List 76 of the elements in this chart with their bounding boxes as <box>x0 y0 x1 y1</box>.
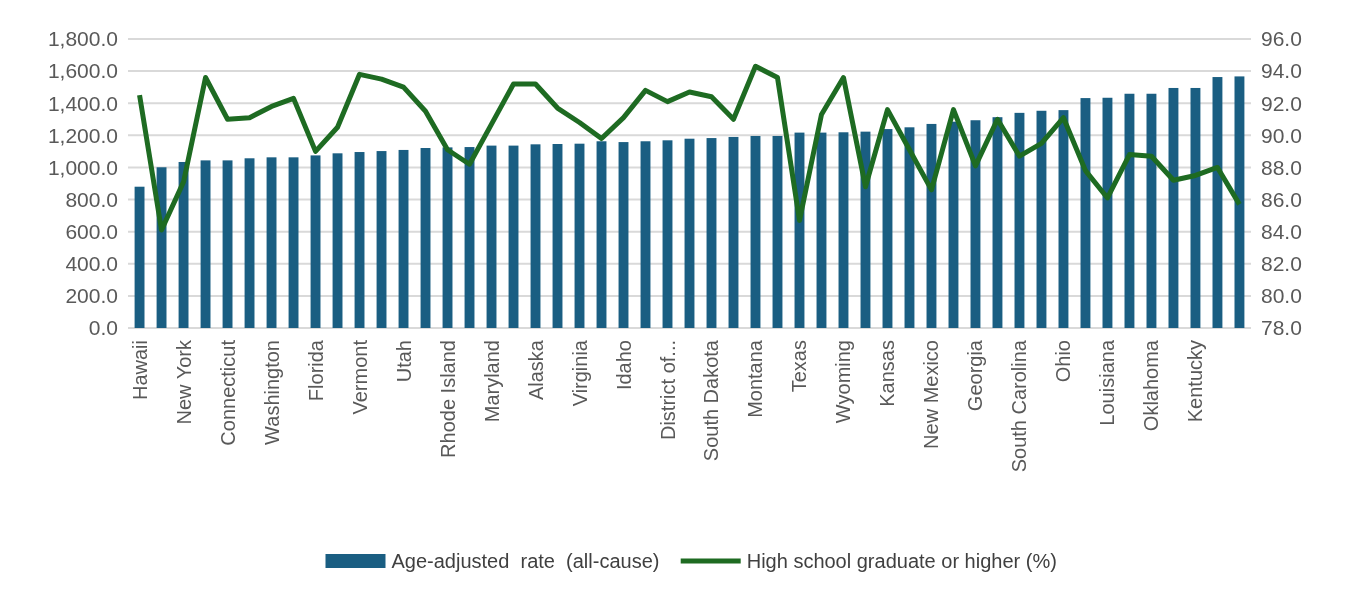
x-tick-label: Connecticut <box>216 339 239 446</box>
bar <box>684 138 695 328</box>
y2-tick-label: 80.0 <box>1261 284 1302 308</box>
bar <box>662 140 673 328</box>
bar <box>618 142 629 328</box>
bar <box>574 143 585 328</box>
bar <box>882 129 893 328</box>
x-tick-label: New York <box>172 339 195 425</box>
bar <box>376 151 387 328</box>
x-tick-label: Maryland <box>480 340 503 423</box>
x-tick-label: Georgia <box>964 339 987 412</box>
y-tick-label: 0.0 <box>88 316 118 340</box>
y-tick-label: 1,600.0 <box>47 59 118 83</box>
y2-tick-label: 96.0 <box>1261 27 1302 51</box>
bar <box>486 145 497 328</box>
x-tick-label: Wyoming <box>832 340 855 424</box>
bar <box>310 155 321 328</box>
bar <box>508 145 519 328</box>
x-tick-label: Florida <box>304 339 327 402</box>
bar <box>772 135 783 328</box>
x-tick-label: Washington <box>260 340 283 445</box>
bar <box>332 153 343 328</box>
bar <box>816 132 827 328</box>
y-tick-label: 1,200.0 <box>47 123 118 147</box>
bar <box>750 135 761 328</box>
y2-tick-label: 82.0 <box>1261 252 1302 276</box>
y-tick-label: 400.0 <box>65 252 118 276</box>
y-tick-label: 200.0 <box>65 284 118 308</box>
y2-tick-label: 88.0 <box>1261 155 1302 179</box>
bar <box>596 141 607 328</box>
x-tick-label: Montana <box>744 339 767 418</box>
bar <box>244 158 255 328</box>
x-tick-label: District of... <box>656 340 679 441</box>
x-tick-label: Louisiana <box>1096 339 1119 426</box>
bar <box>706 138 717 328</box>
bar <box>288 157 299 328</box>
y-tick-label: 800.0 <box>65 187 118 211</box>
y2-tick-label: 92.0 <box>1261 91 1302 115</box>
x-tick-label: Alaska <box>524 339 547 401</box>
x-tick-label: Vermont <box>348 339 371 415</box>
x-tick-label: Ohio <box>1052 340 1075 383</box>
x-tick-label: South Dakota <box>700 339 723 462</box>
x-tick-label: Kentucky <box>1184 340 1207 423</box>
y2-tick-label: 90.0 <box>1261 123 1302 147</box>
bar <box>640 141 651 328</box>
y2-tick-label: 94.0 <box>1261 59 1302 83</box>
bar <box>420 148 431 328</box>
x-tick-label: Oklahoma <box>1140 339 1163 432</box>
y2-tick-label: 84.0 <box>1261 220 1302 244</box>
bar <box>222 160 233 328</box>
bar <box>838 132 849 328</box>
x-tick-label: Hawaii <box>128 340 151 401</box>
bar <box>398 149 409 328</box>
x-tick-label: Virginia <box>568 339 591 407</box>
bar <box>530 144 541 328</box>
bar <box>200 160 211 328</box>
y2-tick-label: 86.0 <box>1261 187 1302 211</box>
y-tick-label: 1,400.0 <box>47 91 118 115</box>
x-tick-label: Kansas <box>876 340 899 407</box>
x-tick-label: Utah <box>392 340 415 383</box>
y-tick-label: 1,800.0 <box>47 27 118 51</box>
bar <box>552 144 563 328</box>
bar <box>134 186 145 328</box>
x-tick-label: South Carolina <box>1008 339 1031 473</box>
legend-label: Age-adjusted rate (all-cause) <box>391 550 660 572</box>
y2-tick-label: 78.0 <box>1261 316 1302 340</box>
y-tick-label: 600.0 <box>65 220 118 244</box>
x-tick-label: Idaho <box>612 340 635 391</box>
x-tick-label: New Mexico <box>920 340 943 449</box>
bar <box>728 136 739 328</box>
bar <box>354 152 365 328</box>
x-tick-label: Rhode Island <box>436 340 459 458</box>
x-tick-label: Texas <box>788 340 811 393</box>
y-tick-label: 1,000.0 <box>47 155 118 179</box>
bar <box>266 157 277 328</box>
legend-label: High school graduate or higher (%) <box>746 550 1057 572</box>
